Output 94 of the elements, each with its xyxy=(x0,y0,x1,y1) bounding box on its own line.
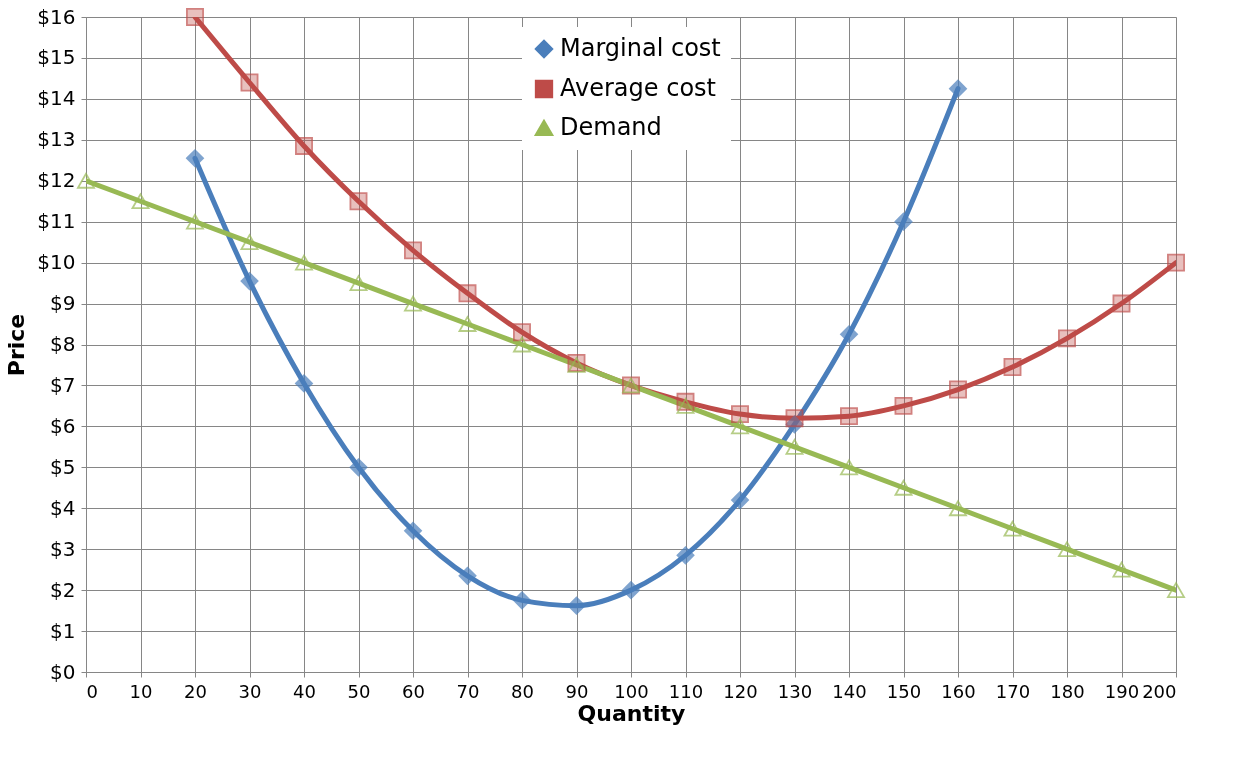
legend-label: Average cost xyxy=(560,74,716,102)
x-tick-label: 180 xyxy=(1050,680,1085,702)
point xyxy=(894,396,913,415)
y-tick-label: $1 xyxy=(50,618,76,643)
x-tick-label: 40 xyxy=(293,680,316,702)
x-axis-title: Quantity xyxy=(577,700,686,726)
point xyxy=(240,272,259,291)
point xyxy=(131,193,150,210)
point xyxy=(240,73,259,92)
point xyxy=(1167,582,1185,599)
y-tick-label: $3 xyxy=(50,536,76,561)
point xyxy=(349,458,368,477)
y-tick-label: $16 xyxy=(37,4,76,29)
x-tick-label: 130 xyxy=(777,680,813,702)
point xyxy=(186,149,204,168)
point xyxy=(731,405,749,424)
y-tick-label: $0 xyxy=(50,659,76,684)
point xyxy=(676,398,695,414)
point xyxy=(949,500,967,517)
point xyxy=(1003,358,1022,376)
x-tick-label: 10 xyxy=(129,680,153,702)
point xyxy=(567,596,586,615)
point xyxy=(949,79,967,98)
point xyxy=(513,336,531,353)
x-tick-label: 120 xyxy=(723,680,758,702)
y-tick-label: $13 xyxy=(37,127,76,152)
x-tick-label: 150 xyxy=(886,680,922,702)
point xyxy=(1112,561,1131,578)
x-tick-label: 60 xyxy=(402,680,425,702)
point xyxy=(894,479,913,496)
x-tick-label: 110 xyxy=(668,680,704,702)
point xyxy=(458,316,477,332)
x-tick-label: 30 xyxy=(238,680,262,702)
point xyxy=(1058,329,1076,348)
point xyxy=(894,212,913,231)
x-tick-label: 0 xyxy=(86,680,98,702)
x-tick-label: 90 xyxy=(565,680,589,702)
point xyxy=(404,295,422,312)
point xyxy=(622,581,640,600)
point xyxy=(567,357,586,373)
point xyxy=(513,591,531,610)
point xyxy=(458,284,477,303)
point xyxy=(840,407,858,426)
point xyxy=(785,415,804,434)
point xyxy=(295,136,313,155)
point xyxy=(295,254,313,271)
point xyxy=(731,491,749,510)
y-tick-label: $6 xyxy=(50,413,76,438)
x-tick-label: 190 xyxy=(1104,680,1140,702)
point xyxy=(404,521,422,540)
x-tick-label: 200 xyxy=(1142,680,1177,702)
point xyxy=(1058,541,1076,558)
point xyxy=(404,241,422,260)
point xyxy=(513,323,531,342)
point xyxy=(840,325,858,344)
y-tick-label: $5 xyxy=(50,454,76,479)
point xyxy=(349,192,368,211)
y-tick-label: $9 xyxy=(50,291,76,316)
point xyxy=(1112,294,1131,313)
point xyxy=(785,409,804,428)
point xyxy=(840,459,858,476)
x-tick-label: 160 xyxy=(941,680,976,702)
point xyxy=(240,234,259,251)
y-tick-label: $11 xyxy=(37,209,76,234)
y-tick-label: $8 xyxy=(50,332,76,356)
point xyxy=(186,8,204,26)
x-tick-label: 50 xyxy=(347,680,371,702)
point xyxy=(1003,520,1022,537)
y-tick-label: $10 xyxy=(37,250,76,275)
point xyxy=(295,374,313,393)
y-tick-label: $14 xyxy=(37,86,76,111)
x-tick-label: 170 xyxy=(995,680,1031,702)
y-tick-label: $12 xyxy=(37,168,76,193)
y-tick-label: $2 xyxy=(50,577,76,602)
x-tick-label: 140 xyxy=(832,680,867,702)
point xyxy=(731,418,749,435)
x-tick-label: 80 xyxy=(511,680,534,702)
legend-label: Demand xyxy=(560,113,662,141)
point xyxy=(949,380,967,399)
point xyxy=(1167,253,1185,272)
y-tick-label: $7 xyxy=(50,372,76,397)
point xyxy=(186,213,204,230)
y-tick-label: $15 xyxy=(37,45,76,70)
x-tick-label: 70 xyxy=(456,680,480,702)
legend-label: Marginal cost xyxy=(560,34,721,62)
x-tick-label: 20 xyxy=(184,680,207,702)
y-axis-title: Price xyxy=(4,313,30,377)
x-tick-label: 100 xyxy=(614,680,649,702)
point xyxy=(77,172,95,189)
point xyxy=(349,275,368,291)
y-tick-label: $4 xyxy=(50,495,76,520)
point xyxy=(676,546,695,565)
point xyxy=(458,566,477,585)
point xyxy=(785,438,804,455)
